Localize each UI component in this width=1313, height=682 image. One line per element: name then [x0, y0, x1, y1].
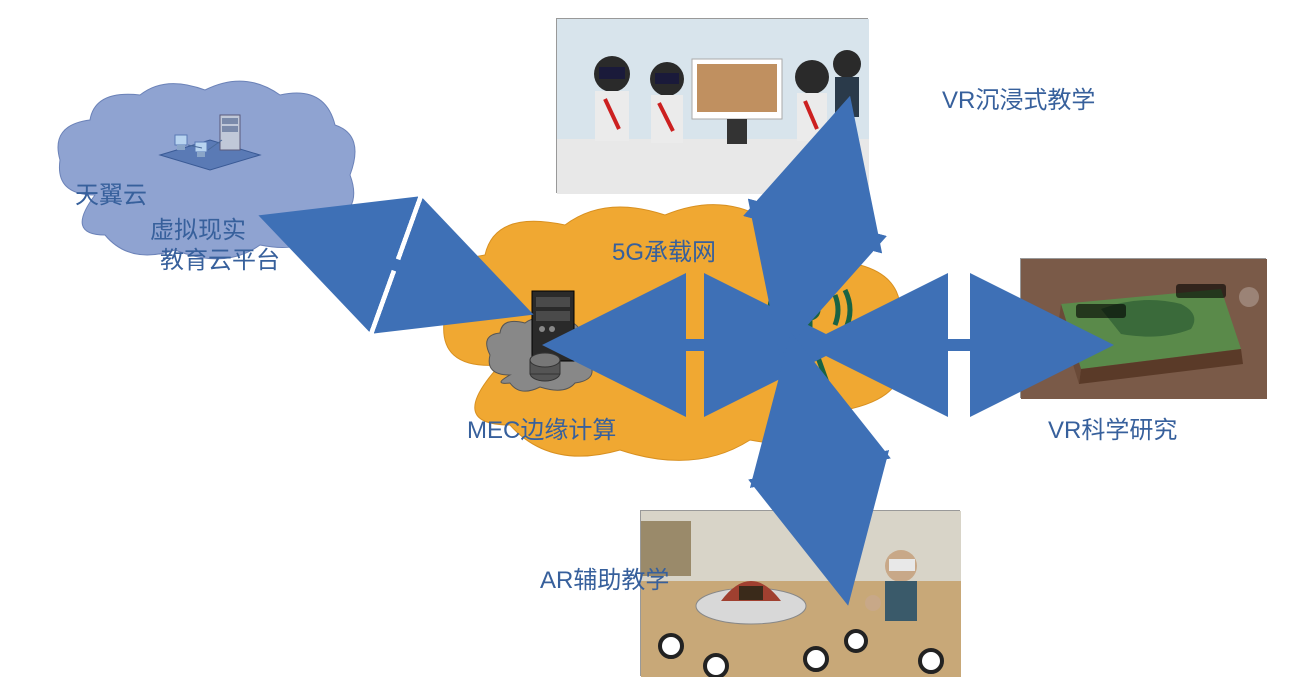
antenna-icon [755, 260, 865, 420]
vr-teaching-image [556, 18, 868, 193]
vr-science-image [1020, 258, 1266, 398]
tianyi-cloud-label: 天翼云 [75, 175, 147, 210]
vr-science-label: VR科学研究 [1048, 410, 1177, 445]
vr-teaching-label: VR沉浸式教学 [942, 80, 1095, 115]
mec-edge-label: MEC边缘计算 [467, 410, 616, 445]
tianyi-cloud-sub2-label: 教育云平台 [160, 240, 280, 275]
ar-teaching-label: AR辅助教学 [540, 560, 669, 595]
mec-edge-icon [480, 275, 620, 405]
server-platform-icon [150, 100, 270, 180]
network-5g-label: 5G承载网 [612, 232, 716, 267]
ar-teaching-image [640, 510, 960, 676]
